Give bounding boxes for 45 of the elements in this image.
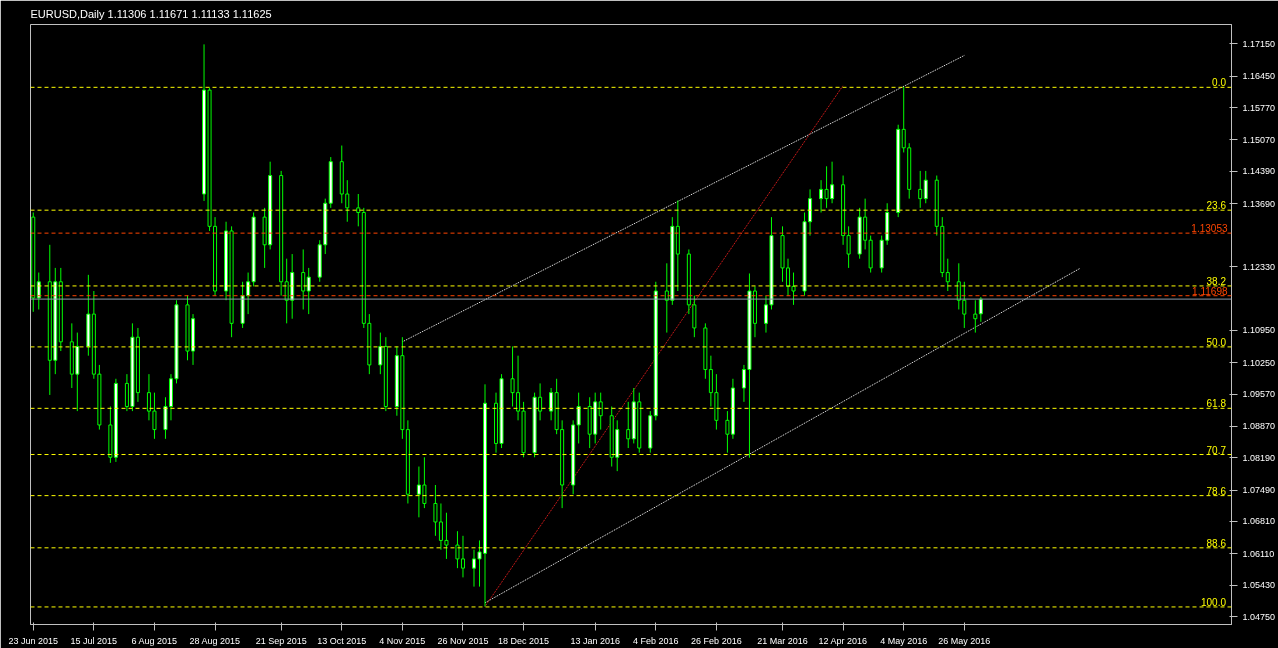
annotation: 88.6 (1206, 537, 1227, 549)
annotation: 23.6 (1206, 200, 1227, 212)
y-tick-label: 1.12330 (1242, 261, 1276, 272)
ref-line-label: 1.13053 (1191, 223, 1228, 235)
y-tick-label: 1.06110 (1242, 548, 1275, 559)
chart-title: EURUSD,Daily 1.11306 1.11671 1.11133 1.11625 (30, 7, 272, 20)
x-tick-label: 23 Jun 2015 (8, 635, 59, 646)
y-tick-label: 1.14390 (1242, 166, 1276, 177)
x-tick-label: 21 Sep 2015 (255, 635, 307, 646)
x-tick-label: 4 Nov 2015 (379, 635, 426, 646)
x-tick-label: 21 Mar 2016 (757, 635, 808, 646)
annotation: 61.8 (1206, 398, 1227, 410)
y-tick-label: 1.16450 (1242, 71, 1276, 82)
annotation: 78.6 (1206, 485, 1227, 497)
y-tick-label: 1.15770 (1242, 102, 1276, 113)
x-tick-label: 13 Oct 2015 (317, 635, 367, 646)
annotation: 70.7 (1206, 444, 1227, 456)
y-tick-label: 1.07490 (1242, 485, 1276, 496)
annotation: 38.2 (1206, 275, 1227, 287)
x-tick-label: 13 Jan 2016 (570, 635, 620, 646)
y-tick-label: 1.08870 (1242, 421, 1276, 432)
y-tick-label: 1.04750 (1242, 611, 1276, 622)
x-tick-label: 4 May 2016 (880, 635, 928, 646)
x-tick-label: 26 Feb 2016 (691, 635, 742, 646)
y-tick-label: 1.05430 (1242, 580, 1276, 591)
y-tick-label: 1.15070 (1242, 134, 1276, 145)
y-tick-label: 1.08190 (1242, 452, 1276, 463)
x-tick-label: 18 Dec 2015 (498, 635, 550, 646)
y-tick-label: 1.10250 (1242, 357, 1276, 368)
annotation: 0.0 (1212, 77, 1227, 89)
annotation: 100.0 (1200, 596, 1227, 608)
y-tick-label: 1.17150 (1242, 38, 1276, 49)
x-tick-label: 26 May 2016 (938, 635, 991, 646)
x-tick-label: 26 Nov 2015 (437, 635, 489, 646)
x-tick-label: 6 Aug 2015 (131, 635, 177, 646)
x-tick-label: 4 Feb 2016 (633, 635, 679, 646)
annotation: 50.0 (1206, 336, 1227, 348)
x-tick-label: 28 Aug 2015 (189, 635, 241, 646)
y-tick-label: 1.06810 (1242, 516, 1276, 527)
x-tick-label: 15 Jul 2015 (70, 635, 118, 646)
y-tick-label: 1.09570 (1242, 389, 1276, 400)
y-tick-label: 1.10950 (1242, 325, 1276, 336)
ref-line-label: 1.11698 (1192, 285, 1228, 297)
x-tick-label: 12 Apr 2016 (818, 635, 868, 646)
y-tick-label: 1.13690 (1242, 198, 1276, 209)
